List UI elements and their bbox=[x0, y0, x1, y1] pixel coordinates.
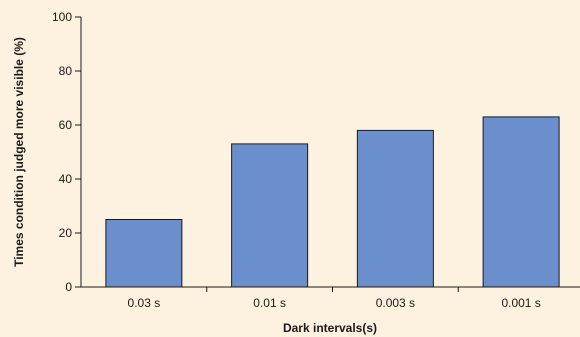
x-tick-label: 0.001 s bbox=[501, 296, 540, 310]
x-tick-label: 0.01 s bbox=[253, 296, 286, 310]
y-tick-label: 20 bbox=[59, 226, 73, 240]
y-tick-label: 100 bbox=[52, 10, 72, 24]
y-tick-label: 0 bbox=[65, 280, 72, 294]
x-tick-label: 0.003 s bbox=[376, 296, 415, 310]
y-tick-label: 80 bbox=[59, 64, 73, 78]
bars bbox=[105, 116, 560, 288]
y-tick-label: 60 bbox=[59, 118, 73, 132]
x-axis-title: Dark intervals(s) bbox=[283, 321, 377, 335]
x-tick-label: 0.03 s bbox=[128, 296, 161, 310]
bar bbox=[105, 219, 183, 288]
bar bbox=[482, 116, 560, 288]
x-axis: 0.03 s 0.01 s 0.003 s 0.001 s bbox=[81, 286, 580, 310]
y-tick-label: 40 bbox=[59, 172, 73, 186]
bar bbox=[231, 143, 309, 288]
bar bbox=[356, 129, 434, 288]
y-axis-title: Times condition judged more visible (%) bbox=[12, 37, 26, 267]
y-axis: 0 20 40 60 80 100 bbox=[52, 10, 82, 294]
